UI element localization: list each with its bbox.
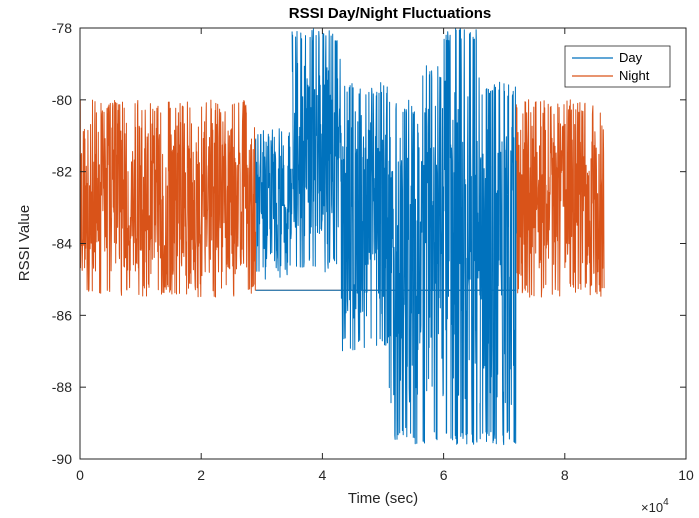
legend-label-night: Night	[619, 68, 650, 83]
x-tick-label: 2	[197, 467, 205, 483]
x-axis-multiplier: ×104	[641, 497, 669, 515]
legend: Day Night	[564, 45, 671, 88]
x-tick-label: 0	[76, 467, 84, 483]
x-axis-label: Time (sec)	[348, 490, 418, 507]
y-tick-label: -78	[52, 20, 72, 36]
y-tick-label: -84	[52, 236, 72, 252]
y-tick-label: -90	[52, 451, 72, 467]
x-axis-multiplier-base: ×10	[641, 500, 663, 515]
y-tick-label: -80	[52, 92, 72, 108]
series-line-night	[79, 99, 605, 298]
x-axis-multiplier-exponent: 4	[663, 497, 669, 508]
x-tick-label: 8	[561, 467, 569, 483]
y-axis-label: RSSI Value	[16, 205, 33, 281]
x-tick-label: 10	[678, 467, 694, 483]
x-tick-label: 6	[440, 467, 448, 483]
legend-label-day: Day	[619, 50, 643, 65]
y-tick-label: -88	[52, 379, 72, 395]
y-tick-label: -82	[52, 164, 72, 180]
axis-ticks: 0 2 4 6 8 10 -78 -80 -82 -84 -86 -88 -90	[52, 20, 694, 483]
chart-traces	[79, 27, 605, 446]
x-tick-label: 4	[319, 467, 327, 483]
y-tick-label: -86	[52, 307, 72, 323]
chart-title: RSSI Day/Night Fluctuations	[289, 5, 492, 22]
legend-box	[564, 45, 671, 88]
series-line-day	[255, 27, 517, 446]
